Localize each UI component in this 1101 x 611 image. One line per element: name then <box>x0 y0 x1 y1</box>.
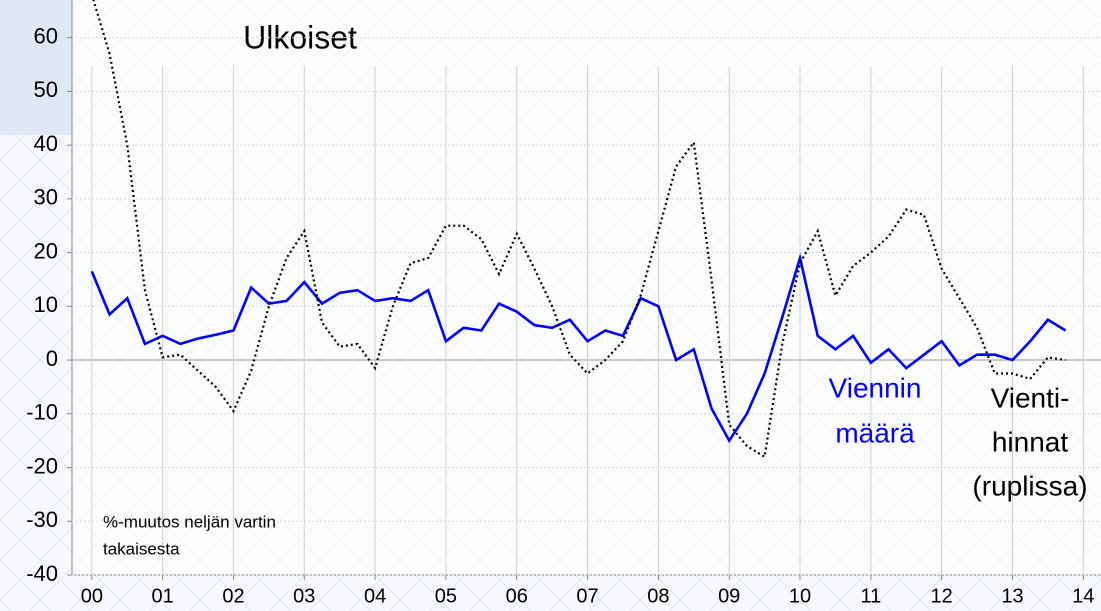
annotation: Vienti- <box>991 382 1070 413</box>
annotation: Viennin <box>829 372 922 403</box>
annotation: takaisesta <box>103 539 180 558</box>
x-tick-label: 02 <box>222 585 244 607</box>
x-tick-label: 00 <box>81 585 103 607</box>
corner-panel <box>0 0 72 135</box>
x-tick-label: 10 <box>789 585 811 607</box>
y-tick-label: 30 <box>34 185 58 210</box>
x-tick-label: 12 <box>931 585 953 607</box>
y-tick-label: 60 <box>34 23 58 48</box>
plot-area <box>72 0 1101 575</box>
x-tick-label: 04 <box>364 585 386 607</box>
y-tick-label: -20 <box>26 453 58 478</box>
x-tick-label: 07 <box>576 585 598 607</box>
x-tick-label: 06 <box>506 585 528 607</box>
y-tick-label: -40 <box>26 561 58 586</box>
y-tick-label: 40 <box>34 131 58 156</box>
y-tick-label: 20 <box>34 238 58 263</box>
y-tick-label: 10 <box>34 292 58 317</box>
annotation: määrä <box>835 417 915 448</box>
x-tick-label: 05 <box>435 585 457 607</box>
annotation: hinnat <box>992 426 1069 457</box>
plot-lines <box>90 0 1067 459</box>
annotation: %-muutos neljän vartin <box>103 512 276 531</box>
series-line <box>90 252 1067 444</box>
x-tick-label: 14 <box>1072 585 1094 607</box>
series-line <box>92 0 1066 459</box>
x-tick-label: 01 <box>152 585 174 607</box>
y-tick-label: 50 <box>34 77 58 102</box>
x-tick-label: 13 <box>1001 585 1023 607</box>
x-tick-label: 03 <box>293 585 315 607</box>
x-tick-label: 09 <box>718 585 740 607</box>
x-tick-label: 08 <box>647 585 669 607</box>
y-tick-label: -10 <box>26 400 58 425</box>
annotation: (ruplissa) <box>972 470 1087 501</box>
y-tick-label: 0 <box>46 346 58 371</box>
y-tick-label: -30 <box>26 507 58 532</box>
x-tick-label: 11 <box>860 585 881 607</box>
